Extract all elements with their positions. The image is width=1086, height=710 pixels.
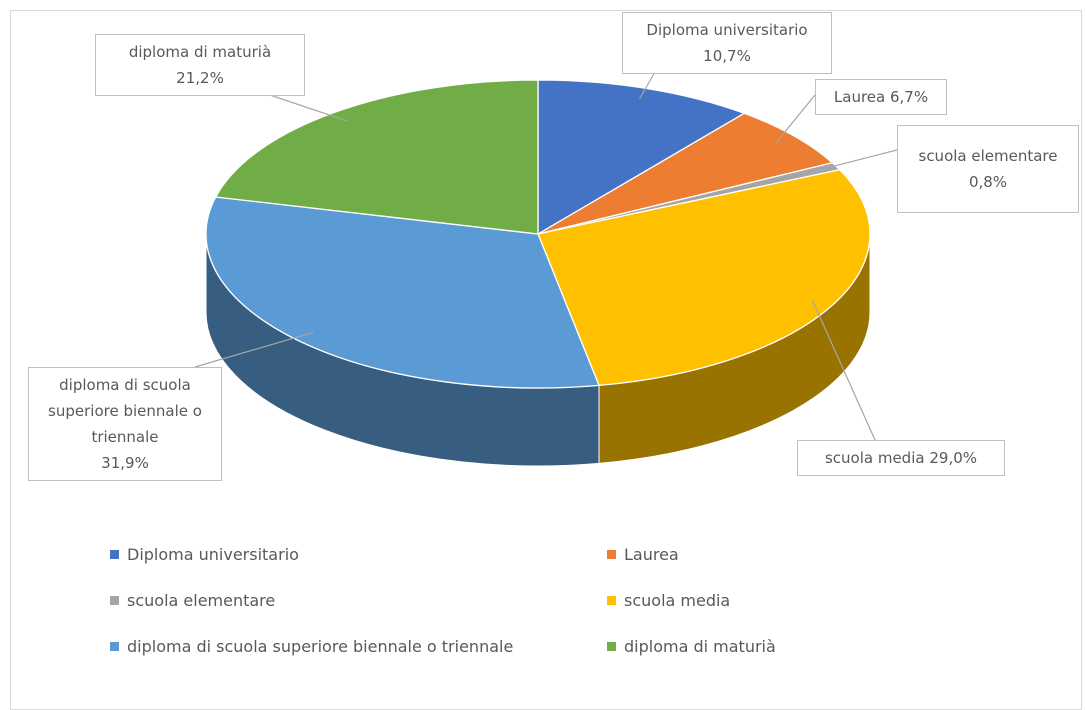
data-label-category: scuola elementare xyxy=(918,147,1058,165)
legend-item: diploma di scuola superiore biennale o t… xyxy=(110,637,513,656)
legend-swatch xyxy=(607,550,616,559)
leader-line xyxy=(639,71,656,100)
data-label-value: 31,9% xyxy=(101,454,149,472)
legend-item: Diploma universitario xyxy=(110,545,299,564)
data-label: scuola elementare 0,8% xyxy=(897,125,1079,213)
legend-label: diploma di maturià xyxy=(624,637,776,656)
chart xyxy=(194,71,898,467)
data-label-value: 21,2% xyxy=(176,69,224,87)
data-label-value: 0,8% xyxy=(968,173,1008,191)
legend-label: Laurea xyxy=(624,545,679,564)
leader-line xyxy=(269,94,348,122)
leader-line xyxy=(811,299,876,441)
slice xyxy=(214,79,539,235)
legend-item: Laurea xyxy=(607,545,679,564)
data-label-value: 29,0% xyxy=(929,449,978,467)
legend-label: diploma di scuola superiore biennale o t… xyxy=(127,637,514,656)
data-label-value: 6,7% xyxy=(890,88,929,106)
data-label-category: diploma di maturià xyxy=(128,43,272,61)
leader-line xyxy=(194,331,314,368)
legend-swatch xyxy=(607,642,616,651)
data-label-category: scuola media xyxy=(824,449,925,467)
legend-swatch xyxy=(110,642,119,651)
leader-line xyxy=(775,94,816,144)
data-label-category: diploma di scuola superiore biennale o t… xyxy=(48,376,202,446)
slice xyxy=(205,196,600,389)
legend-label: scuola elementare xyxy=(127,591,276,610)
data-label: diploma di scuola superiore biennale o t… xyxy=(28,367,222,481)
legend-label: scuola media xyxy=(624,591,731,610)
slice xyxy=(537,112,834,235)
slice xyxy=(537,79,746,236)
pie-tops xyxy=(205,79,871,389)
data-label-category: Diploma universitario xyxy=(646,21,808,39)
legend-label: Diploma universitario xyxy=(127,545,299,564)
legend-item: scuola elementare xyxy=(110,591,275,610)
legend-swatch xyxy=(607,596,616,605)
data-label: diploma di maturià 21,2% xyxy=(95,34,305,96)
leader-line xyxy=(815,149,898,172)
data-label: scuola media 29,0% xyxy=(797,440,1005,476)
data-label: Diploma universitario 10,7% xyxy=(622,12,832,74)
data-label-category: Laurea xyxy=(833,88,886,106)
legend-swatch xyxy=(110,550,119,559)
data-label: Laurea 6,7% xyxy=(815,79,947,115)
legend-swatch xyxy=(110,596,119,605)
data-label-value: 10,7% xyxy=(703,47,751,65)
legend-item: diploma di maturià xyxy=(607,637,776,656)
legend-item: scuola media xyxy=(607,591,730,610)
slice xyxy=(537,168,871,387)
